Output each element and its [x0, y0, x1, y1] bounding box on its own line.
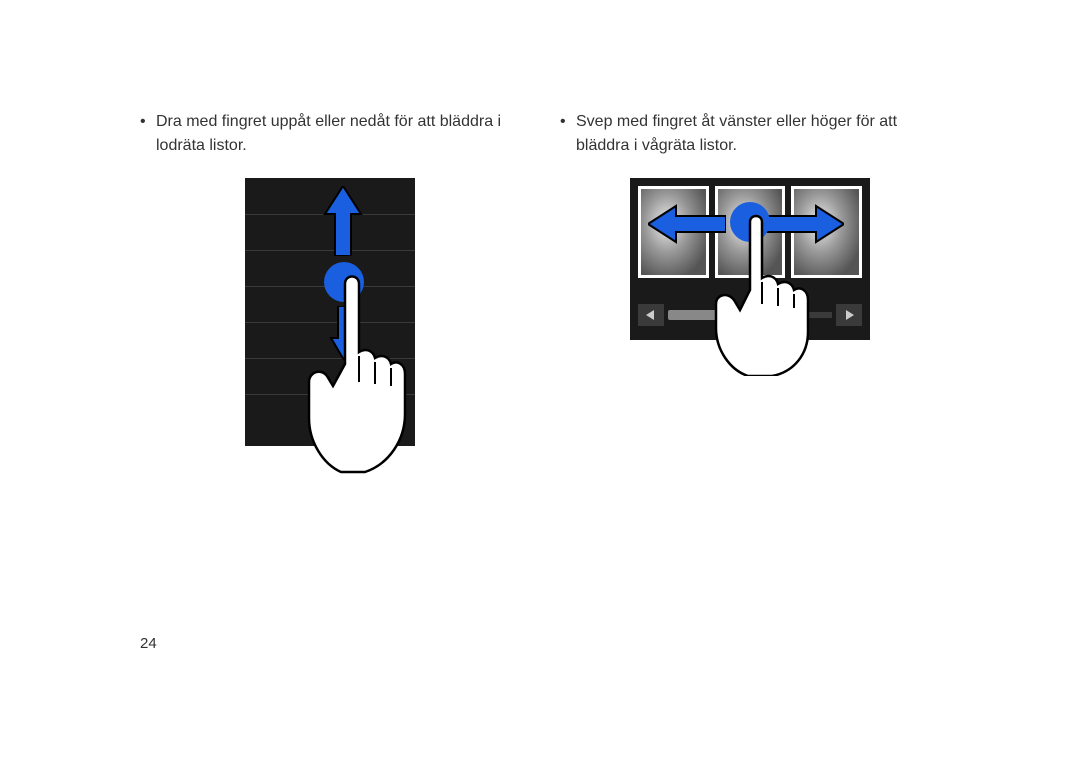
- instruction-text-vertical: Dra med fingret uppåt eller nedåt för at…: [140, 110, 520, 158]
- triangle-left-icon: [646, 310, 656, 320]
- scroll-left-button: [638, 304, 664, 326]
- page-content: Dra med fingret uppåt eller nedåt för at…: [140, 110, 940, 446]
- illustration-vertical-scroll: [245, 178, 415, 446]
- scroll-right-button: [836, 304, 862, 326]
- instruction-text-horizontal: Svep med fingret åt vänster eller höger …: [560, 110, 940, 158]
- arrow-up-icon: [323, 186, 363, 256]
- left-column: Dra med fingret uppåt eller nedåt för at…: [140, 110, 520, 446]
- page-number: 24: [140, 635, 157, 652]
- right-column: Svep med fingret åt vänster eller höger …: [560, 110, 940, 446]
- hand-pointing-icon: [708, 206, 818, 376]
- illustration-horizontal-swipe: [630, 178, 870, 340]
- hand-pointing-icon: [299, 264, 419, 474]
- triangle-right-icon: [844, 310, 854, 320]
- illustration-vertical-wrap: [140, 178, 520, 446]
- illustration-horizontal-wrap: [560, 178, 940, 340]
